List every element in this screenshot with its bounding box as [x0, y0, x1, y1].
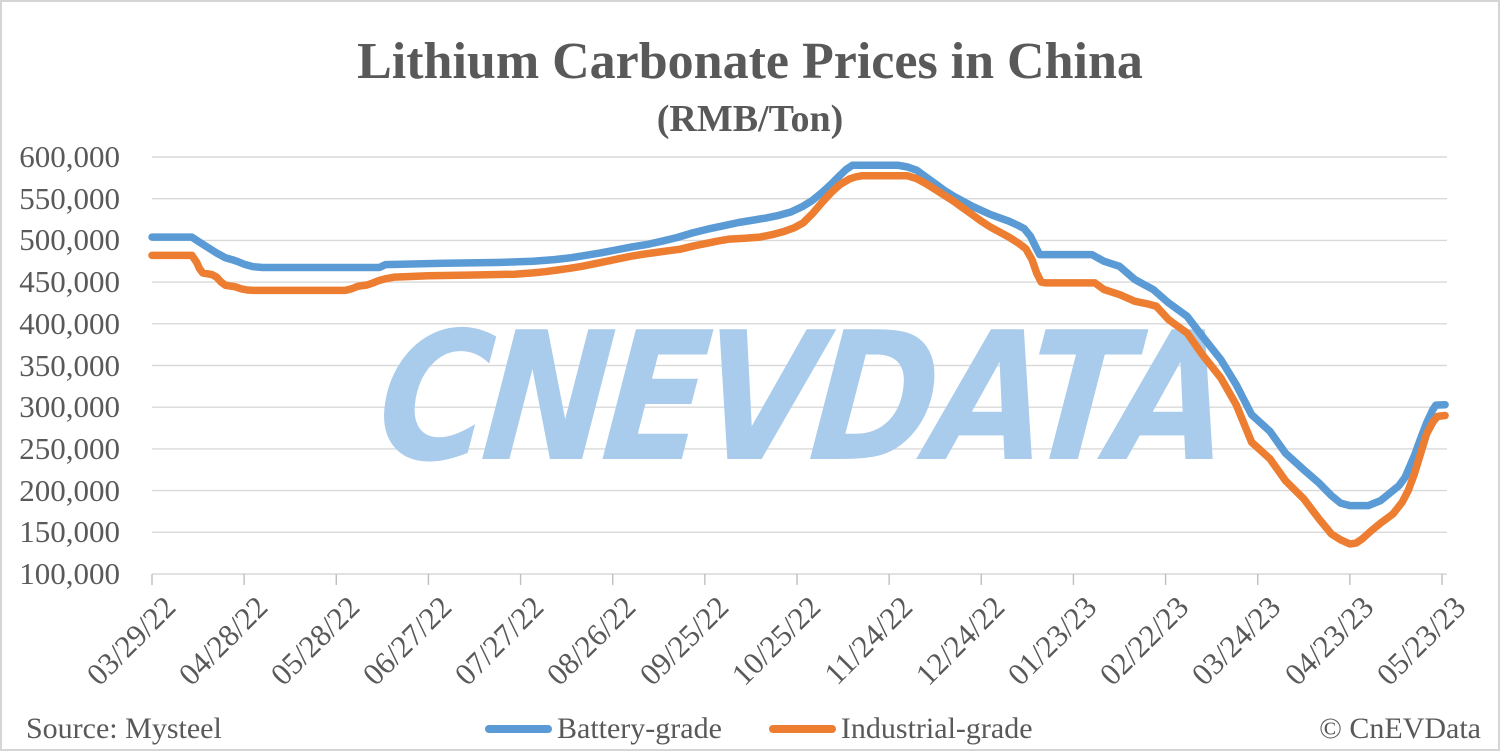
battery-grade-line-swatch [485, 725, 552, 733]
y-axis-label: 100,000 [19, 556, 120, 591]
y-axis-label: 200,000 [19, 472, 120, 508]
y-axis-label: 450,000 [19, 264, 120, 300]
legend-item-industrial-grade: Industrial-grade [768, 710, 1033, 748]
chart-subtitle: (RMB/Ton) [656, 98, 844, 140]
legend-label-industrial-grade: Industrial-grade [840, 712, 1033, 745]
y-axis-label: 400,000 [19, 305, 120, 341]
legend-item-battery-grade: Battery-grade [485, 710, 722, 748]
copyright-text: © CnEVData [1319, 712, 1481, 745]
industrial-grade-line [148, 172, 1449, 548]
y-axis-label: 600,000 [19, 139, 120, 174]
y-axis-label: 350,000 [19, 347, 120, 383]
y-axis-label: 500,000 [19, 222, 120, 258]
y-axis-label: 250,000 [19, 430, 120, 466]
battery-grade-line [148, 161, 1449, 510]
legend: Battery-grade Industrial-grade [485, 710, 1033, 748]
industrial-grade-line-swatch [768, 725, 836, 733]
legend-label-battery-grade: Battery-grade [557, 712, 722, 745]
chart-title: Lithium Carbonate Prices in China [357, 33, 1143, 90]
y-axis-label: 150,000 [19, 514, 120, 550]
y-axis-label: 300,000 [19, 389, 120, 425]
source-text: Source: Mysteel [26, 712, 222, 745]
watermark-text: CNEVDATA [370, 295, 1232, 501]
y-axis-label: 550,000 [19, 180, 120, 216]
